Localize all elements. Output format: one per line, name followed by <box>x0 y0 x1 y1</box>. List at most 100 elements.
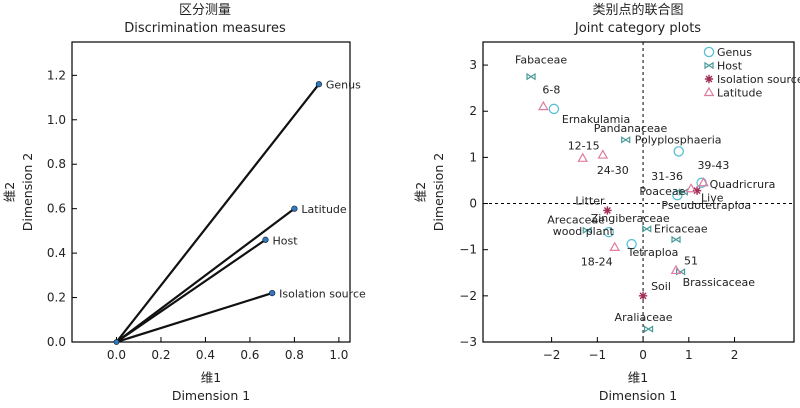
left-x-tick-label: 1.0 <box>329 348 348 362</box>
legend-marker-host <box>704 61 714 70</box>
label-brassicaceae: Brassicaceae <box>683 276 756 289</box>
label-pandanaceae: Pandanaceae <box>594 122 668 135</box>
left-x-tick-label: 0.0 <box>107 348 126 362</box>
left-discrimination-lines <box>115 83 320 344</box>
marker-litter-rays <box>603 206 612 215</box>
right-y-tick-label: −3 <box>459 335 477 349</box>
label-fabaceae: Fabaceae <box>515 54 567 67</box>
point-latitude <box>291 205 298 212</box>
right-y-tick-label: 3 <box>469 58 477 72</box>
legend-label-host: Host <box>717 60 743 73</box>
right-x-tick-label: 2 <box>731 348 739 362</box>
marker-soil-rays <box>638 291 648 301</box>
left-x-tick-label: 0.4 <box>196 348 215 362</box>
right-title-en: Joint category plots <box>574 21 701 36</box>
left-x-tick-label: 0.6 <box>240 348 259 362</box>
legend-marker-isolation-source-core <box>707 77 711 81</box>
point-isolation-source <box>269 290 276 297</box>
point-host <box>262 236 269 243</box>
marker-51 <box>670 264 682 275</box>
line-isolation-source <box>116 292 273 344</box>
left-xlabel-en: Dimension 1 <box>172 388 250 403</box>
marker-ernakulamia <box>548 103 560 115</box>
left-y-tick-label: 0.2 <box>47 291 66 305</box>
line-host <box>115 238 267 343</box>
right-ylabel-en: Dimension 2 <box>431 153 446 231</box>
right-title-cn: 类别点的联合图 <box>592 2 683 18</box>
right-ylabel-cn: 维2 <box>413 182 428 202</box>
legend-label-genus: Genus <box>717 46 752 59</box>
label-litter: Litter <box>575 194 605 207</box>
label-ericaceae: Ericaceae <box>654 223 708 236</box>
origin-point <box>113 339 120 345</box>
marker-pandanaceae <box>621 136 631 144</box>
marker-brassicaceae <box>675 268 686 276</box>
left-y-tick-label: 1.2 <box>47 68 66 82</box>
left-plot-frame <box>71 41 351 343</box>
marker-18-24 <box>609 241 621 251</box>
label-arecaceae: Arecaceae <box>547 213 605 226</box>
label-quadricrura: Quadricrura <box>710 178 776 191</box>
label-51: 51 <box>684 254 698 267</box>
marker-24-30 <box>597 149 609 159</box>
marker-39-43 <box>698 177 709 187</box>
marker-soil-core <box>641 294 645 298</box>
marker-ericaceae <box>671 235 681 244</box>
left-ylabel-en: Dimension 2 <box>20 153 35 231</box>
left-xlabel-cn: 维1 <box>201 370 221 385</box>
marker-poaceae <box>678 188 688 196</box>
right-x-tick-label: 0 <box>639 348 647 362</box>
marker-31-36 <box>685 183 697 193</box>
left-y-tick-label: 0.0 <box>47 335 66 349</box>
left-x-ticks: 0.0 0.2 0.4 0.6 0.8 1.0 <box>107 337 348 362</box>
label-tetraploa: Tetraploa <box>627 246 679 259</box>
label-18-24: 18-24 <box>581 255 613 268</box>
left-title-en: Discrimination measures <box>124 21 286 36</box>
legend-label-latitude: Latitude <box>717 87 763 100</box>
right-x-tick-label: −2 <box>543 348 561 362</box>
marker-araliaceae <box>643 325 654 333</box>
marker-soil <box>638 291 648 301</box>
legend-marker-latitude <box>703 86 715 97</box>
label-live: Live <box>701 192 724 205</box>
legend-marker-isolation-source-rays <box>704 74 714 84</box>
label-latitude: Latitude <box>301 203 347 216</box>
line-latitude <box>115 207 296 343</box>
right-x-tick-label: 1 <box>685 348 693 362</box>
right-category-points <box>526 72 709 333</box>
right-xlabel-en: Dimension 1 <box>599 388 677 403</box>
line-genus <box>115 83 320 343</box>
label-soil: Soil <box>651 280 671 293</box>
left-y-ticks: 0.0 0.2 0.4 0.6 0.8 1.0 1.2 <box>47 68 77 349</box>
marker-pseudotetraploa <box>672 189 683 201</box>
marker-wood-plant <box>603 226 615 238</box>
left-x-tick-label: 0.8 <box>285 348 304 362</box>
label-39-43: 39-43 <box>697 159 729 172</box>
marker-polyplosphaeria <box>673 146 684 157</box>
label-pseudotetraploa: Pseudotetraploa <box>661 199 751 212</box>
label-ernakulamia: Ernakulamia <box>562 113 630 126</box>
discrimination-measures-chart: 区分测量 Discrimination measures 0.0 0.2 0.4 0.… <box>2 3 366 403</box>
legend-marker-isolation-source <box>704 74 714 84</box>
left-title-cn: 区分测量 <box>179 3 231 18</box>
label-genus: Genus <box>326 79 361 92</box>
marker-arecaceae <box>582 226 592 235</box>
right-x-tick-label: −1 <box>588 348 606 362</box>
left-y-tick-label: 1.0 <box>47 113 66 127</box>
label-isolation-source: Isolation source <box>279 288 366 301</box>
marker-tetraploa <box>626 238 637 250</box>
right-x-ticks: −2 −1 0 1 2 <box>543 337 739 362</box>
label-host: Host <box>272 234 298 247</box>
label-zingiberaceae: Zingiberaceae <box>591 212 670 225</box>
joint-category-chart: 类别点的联合图 Joint category plots −2 −1 0 1 2 −3 −… <box>413 2 800 403</box>
label-6-8: 6-8 <box>542 84 560 97</box>
point-genus <box>315 81 322 88</box>
left-y-tick-label: 0.8 <box>47 157 66 171</box>
left-discrimination-points <box>113 81 322 345</box>
label-polyplosphaeria: Polyplosphaeria <box>635 133 722 146</box>
marker-litter <box>603 206 612 215</box>
right-xlabel-cn: 维1 <box>628 370 648 385</box>
label-poaceae: Poaceae <box>639 185 685 198</box>
left-x-tick-label: 0.2 <box>151 348 170 362</box>
right-y-tick-label: −2 <box>459 289 477 303</box>
